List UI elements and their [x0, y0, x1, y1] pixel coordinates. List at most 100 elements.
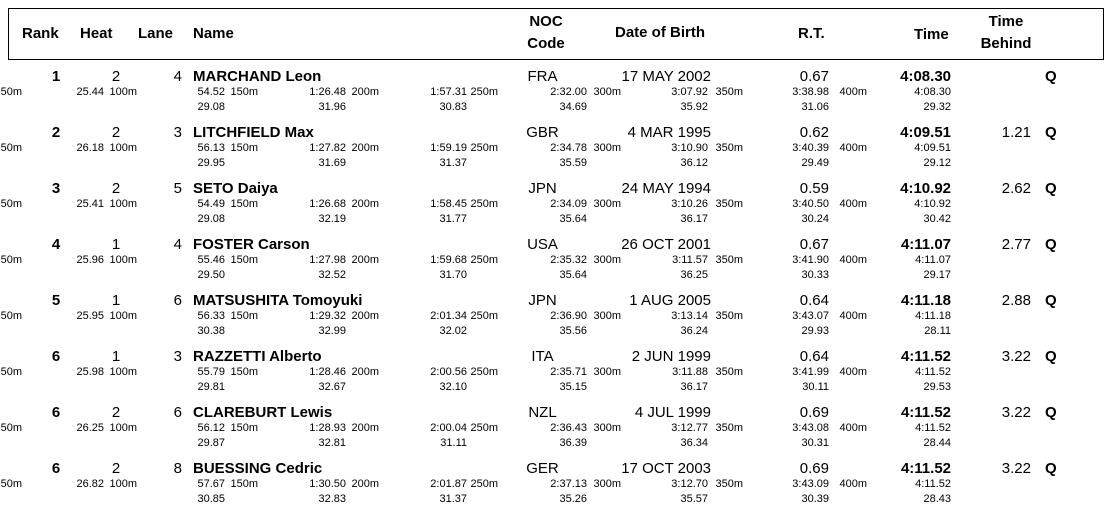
split-interval: 29.81: [197, 381, 225, 393]
result-row: 6 2 8 BUESSING Cedric GER 17 OCT 2003 0.69 4:11…: [0, 455, 1110, 511]
split-interval: 30.38: [197, 325, 225, 337]
split-time: 2:35.32: [550, 254, 587, 266]
noc-code: JPN: [528, 292, 557, 309]
rank-value: 5: [51, 292, 61, 309]
split-interval: 36.34: [680, 437, 708, 449]
split-distance: 100m: [109, 478, 137, 490]
header-reaction-time: R.T.: [798, 25, 825, 42]
header-time-behind-2: Behind: [980, 35, 1032, 52]
split-distance: 350m: [715, 254, 743, 266]
split-distance: 50m: [0, 198, 22, 210]
athlete-name: CLAREBURT Lewis: [193, 404, 333, 421]
split-distance: 300m: [593, 478, 621, 490]
split-interval: 29.32: [923, 101, 951, 113]
split-time: 3:43.07: [792, 310, 829, 322]
noc-code: USA: [527, 236, 558, 253]
split-time: 1:27.98: [309, 254, 346, 266]
split-distance: 400m: [839, 198, 867, 210]
split-interval: 35.15: [559, 381, 587, 393]
split-time: 25.44: [76, 86, 104, 98]
final-time: 4:11.52: [900, 348, 951, 365]
split-distance: 350m: [715, 142, 743, 154]
reaction-time: 0.62: [799, 124, 829, 141]
qualification-mark: Q: [1045, 460, 1057, 477]
split-time: 2:01.34: [430, 310, 467, 322]
result-row: 1 2 4 MARCHAND Leon FRA 17 MAY 2002 0.67 4:08.3…: [0, 63, 1110, 119]
heat-value: 1: [111, 292, 121, 309]
split-interval: 36.24: [680, 325, 708, 337]
split-time: 2:34.78: [550, 142, 587, 154]
rank-value: 6: [51, 348, 61, 365]
split-interval: 36.39: [559, 437, 587, 449]
split-time: 4:09.51: [914, 142, 951, 154]
split-distance: 250m: [470, 366, 498, 378]
split-distance: 350m: [715, 198, 743, 210]
split-interval: 29.50: [197, 269, 225, 281]
qualification-mark: Q: [1045, 180, 1057, 197]
split-time: 2:36.90: [550, 310, 587, 322]
split-time: 1:26.68: [309, 198, 346, 210]
final-time: 4:08.30: [900, 68, 951, 85]
split-interval: 31.06: [801, 101, 829, 113]
qualification-mark: Q: [1045, 124, 1057, 141]
result-row: 3 2 5 SETO Daiya JPN 24 MAY 1994 0.59 4:10.92 2.…: [0, 175, 1110, 231]
split-distance: 200m: [351, 142, 379, 154]
split-distance: 100m: [109, 198, 137, 210]
time-behind: 2.88: [1001, 292, 1031, 309]
split-distance: 50m: [0, 478, 22, 490]
athlete-name: SETO Daiya: [193, 180, 278, 197]
split-interval: 32.83: [318, 493, 346, 505]
time-behind: 3.22: [1001, 460, 1031, 477]
split-time: 3:38.98: [792, 86, 829, 98]
split-interval: 28.44: [923, 437, 951, 449]
split-time: 2:32.00: [550, 86, 587, 98]
split-time: 3:12.70: [671, 478, 708, 490]
reaction-time: 0.64: [799, 292, 829, 309]
lane-value: 3: [173, 348, 182, 365]
time-behind: 2.77: [1001, 236, 1031, 253]
header-name: Name: [193, 25, 234, 42]
split-interval: 36.17: [680, 213, 708, 225]
split-interval: 30.11: [802, 381, 829, 393]
split-time: 55.46: [197, 254, 225, 266]
split-distance: 200m: [351, 86, 379, 98]
split-distance: 50m: [0, 310, 22, 322]
final-time: 4:09.51: [900, 124, 951, 141]
heat-value: 2: [111, 68, 121, 85]
noc-code: ITA: [531, 348, 554, 365]
qualification-mark: Q: [1045, 236, 1057, 253]
lane-value: 5: [173, 180, 182, 197]
header-rank: Rank: [22, 25, 59, 42]
split-distance: 200m: [351, 254, 379, 266]
split-distance: 250m: [470, 86, 498, 98]
split-interval: 35.64: [559, 213, 587, 225]
header-date-of-birth: Date of Birth: [615, 24, 705, 41]
split-interval: 30.31: [801, 437, 829, 449]
final-time: 4:11.18: [900, 292, 951, 309]
split-interval: 29.17: [923, 269, 951, 281]
rank-value: 4: [51, 236, 61, 253]
split-time: 4:11.07: [915, 254, 951, 266]
split-interval: 32.67: [318, 381, 346, 393]
split-interval: 31.70: [439, 269, 467, 281]
split-time: 1:26.48: [309, 86, 346, 98]
header-heat: Heat: [80, 25, 113, 42]
split-distance: 250m: [470, 478, 498, 490]
split-time: 3:41.99: [792, 366, 829, 378]
split-time: 3:43.09: [792, 478, 829, 490]
split-interval: 29.87: [197, 437, 225, 449]
split-time: 1:58.45: [430, 198, 467, 210]
split-distance: 300m: [593, 366, 621, 378]
split-time: 2:00.56: [430, 366, 467, 378]
qualification-mark: Q: [1045, 348, 1057, 365]
heat-value: 1: [111, 348, 121, 365]
split-time: 25.96: [76, 254, 104, 266]
qualification-mark: Q: [1045, 404, 1057, 421]
split-time: 56.33: [197, 310, 225, 322]
split-distance: 150m: [230, 254, 258, 266]
split-time: 2:36.43: [550, 422, 587, 434]
header-code: Code: [527, 35, 565, 52]
reaction-time: 0.67: [799, 68, 829, 85]
split-distance: 200m: [351, 422, 379, 434]
split-time: 1:57.31: [430, 86, 467, 98]
